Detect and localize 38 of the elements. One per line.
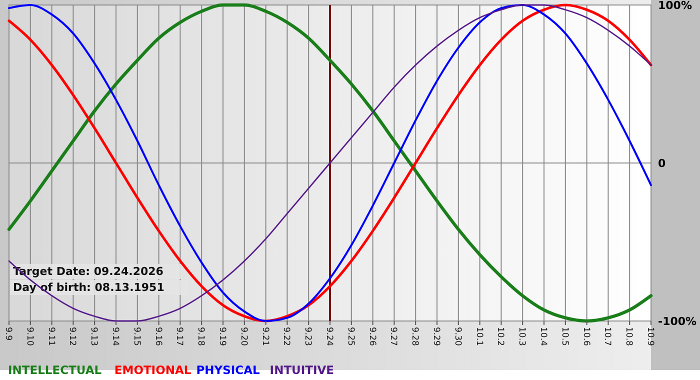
x-tick-label: 9.25 [345, 327, 356, 346]
text: PHYSICAL [196, 363, 260, 377]
x-tick-label: 9.21 [260, 327, 270, 346]
y-tick-label: 100% [658, 0, 692, 12]
x-tick-label: 9.15 [131, 327, 142, 346]
text: EMOTIONAL [114, 363, 192, 377]
x-tick-label: 9.30 [452, 327, 462, 346]
x-tick-label: 9.24 [324, 327, 334, 346]
y-tick-label: -100% [658, 314, 697, 328]
x-tick-label: 9.12 [67, 327, 78, 346]
x-tick-label: 10.4 [538, 327, 548, 346]
text: INTUITIVE [270, 363, 334, 377]
x-tick-label: 9.17 [174, 327, 184, 346]
x-tick-label: 9.16 [152, 327, 163, 346]
x-tick-label: 9.20 [238, 327, 248, 346]
x-tick-label: 10.2 [495, 327, 506, 346]
x-tick-label: 9.18 [196, 327, 206, 346]
x-tick-label: 10.5 [559, 327, 570, 346]
x-tick-label: 10.9 [645, 327, 655, 346]
y-tick-label: 0 [658, 156, 666, 170]
x-tick-label: 10.3 [516, 327, 527, 346]
x-tick-label: 9.10 [24, 327, 34, 346]
text: INTELLECTUAL [8, 363, 102, 377]
x-tick-label: 9.19 [217, 327, 227, 346]
x-tick-label: 9.13 [88, 327, 99, 346]
x-tick-label: 9.27 [388, 327, 398, 346]
x-tick-label: 9.28 [410, 327, 420, 346]
x-tick-label: 10.6 [580, 327, 591, 346]
x-tick-label: 9.11 [46, 327, 56, 346]
x-tick-label: 9.23 [302, 327, 313, 346]
x-tick-label: 9.26 [366, 327, 377, 346]
x-tick-label: 9.14 [110, 327, 120, 346]
x-tick-label: 10.1 [474, 327, 484, 346]
x-tick-label: 9.9 [3, 327, 13, 341]
x-tick-label: 9.22 [281, 327, 292, 346]
x-tick-label: 10.7 [602, 327, 612, 346]
x-tick-label: 9.29 [431, 327, 441, 346]
x-tick-label: 10.8 [624, 327, 634, 346]
